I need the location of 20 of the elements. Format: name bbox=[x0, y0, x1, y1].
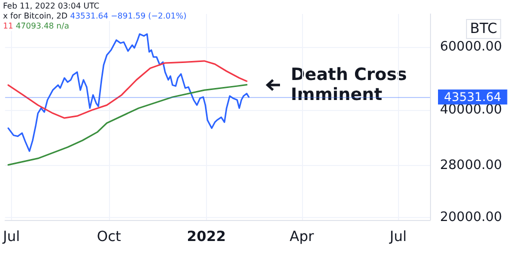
y-tick-label: 40000.00 bbox=[440, 102, 502, 118]
y-tick-label: 28000.00 bbox=[440, 158, 502, 173]
line-series bbox=[8, 84, 248, 166]
annotation: x for Bitcoin, 2D bbox=[3, 12, 68, 20]
x-tick-label: Jul bbox=[388, 229, 407, 245]
text: Feb 11, 2022 03:04 UTC bbox=[3, 2, 100, 10]
y-tick-label: 20000.00 bbox=[440, 210, 502, 226]
y-axis-title: BTC bbox=[470, 21, 498, 37]
line-series bbox=[8, 60, 248, 119]
x-tick-label: 2022 bbox=[186, 229, 226, 245]
x-tick-label: Oct bbox=[96, 229, 122, 245]
annotation: 43531.64 −891.59 (−2.01%) bbox=[70, 12, 186, 20]
x-tick-label: Jul bbox=[2, 229, 20, 245]
annotation: 47093.48 n/a bbox=[16, 22, 70, 30]
line-series bbox=[8, 33, 250, 152]
x-tick-label: Apr bbox=[290, 229, 314, 245]
annotation: 11 bbox=[3, 22, 14, 30]
ref-line-label: 43531.64 bbox=[444, 90, 502, 104]
y-tick-label: 60000.00 bbox=[440, 40, 502, 55]
annotation: Death Cross Imminent bbox=[290, 64, 413, 105]
